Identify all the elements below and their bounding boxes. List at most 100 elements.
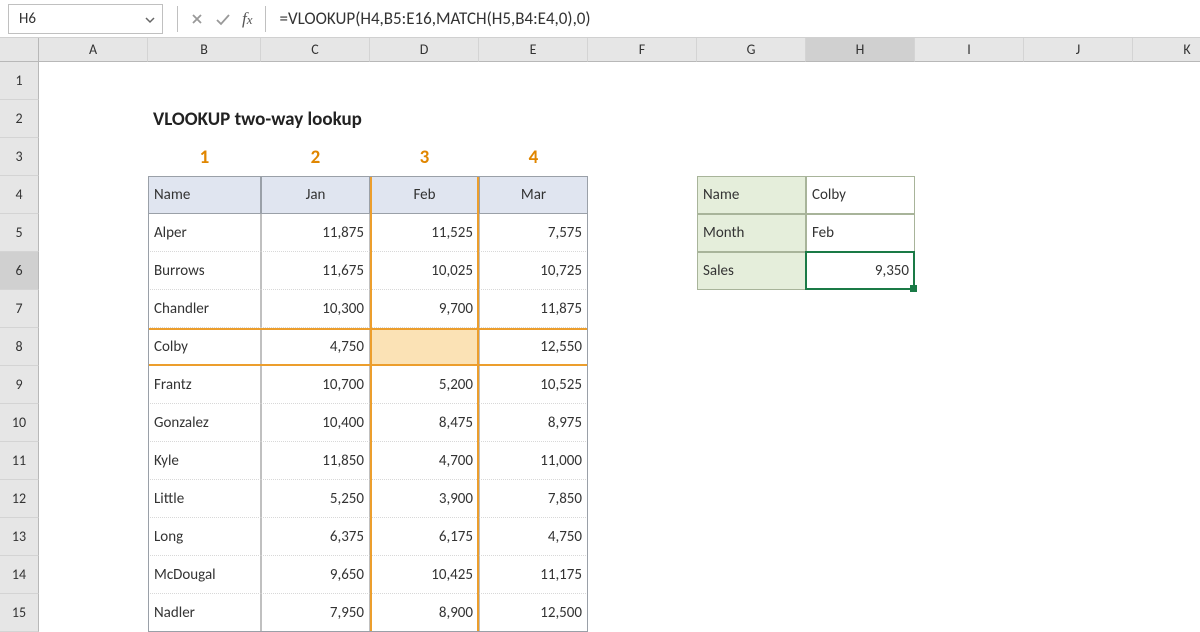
lookup-label[interactable]: Name bbox=[697, 176, 806, 214]
table-header[interactable]: Jan bbox=[261, 176, 370, 214]
enter-icon[interactable] bbox=[210, 6, 236, 32]
column-header[interactable]: G bbox=[697, 38, 806, 62]
data-cell[interactable]: 6,175 bbox=[370, 518, 479, 556]
table-header[interactable]: Name bbox=[148, 176, 261, 214]
lookup-label[interactable]: Month bbox=[697, 214, 806, 252]
column-header[interactable]: F bbox=[588, 38, 697, 62]
name-cell[interactable]: Long bbox=[148, 518, 261, 556]
name-cell[interactable]: Burrows bbox=[148, 252, 261, 290]
data-cell[interactable]: 5,250 bbox=[261, 480, 370, 518]
formula-input[interactable]: =VLOOKUP(H4,B5:E16,MATCH(H5,B4:E4,0),0) bbox=[272, 8, 1200, 29]
row-header[interactable]: 8 bbox=[0, 328, 39, 366]
formula-bar: H6 fx =VLOOKUP(H4,B5:E16,MATCH(H5,B4:E4,… bbox=[0, 0, 1200, 38]
data-cell[interactable]: 12,550 bbox=[479, 328, 588, 366]
divider bbox=[177, 6, 178, 32]
page-title[interactable]: VLOOKUP two-way lookup bbox=[148, 100, 548, 138]
column-header[interactable]: C bbox=[261, 38, 370, 62]
data-cell[interactable]: 8,975 bbox=[479, 404, 588, 442]
data-cell[interactable]: 5,200 bbox=[370, 366, 479, 404]
row-header[interactable]: 2 bbox=[0, 100, 39, 138]
row-header[interactable]: 9 bbox=[0, 366, 39, 404]
name-cell[interactable]: Chandler bbox=[148, 290, 261, 328]
lookup-label[interactable]: Sales bbox=[697, 252, 806, 290]
row-header[interactable]: 15 bbox=[0, 594, 39, 632]
data-cell[interactable]: 11,675 bbox=[261, 252, 370, 290]
row-header[interactable]: 7 bbox=[0, 290, 39, 328]
name-cell[interactable]: McDougal bbox=[148, 556, 261, 594]
data-cell[interactable]: 7,850 bbox=[479, 480, 588, 518]
name-cell[interactable]: Gonzalez bbox=[148, 404, 261, 442]
name-box-value: H6 bbox=[19, 10, 36, 28]
name-cell[interactable]: Kyle bbox=[148, 442, 261, 480]
divider bbox=[265, 6, 266, 32]
select-all-corner[interactable] bbox=[0, 38, 39, 62]
data-cell[interactable]: 11,875 bbox=[479, 290, 588, 328]
column-header[interactable]: D bbox=[370, 38, 479, 62]
data-cell[interactable]: 4,700 bbox=[370, 442, 479, 480]
data-cell[interactable]: 10,725 bbox=[479, 252, 588, 290]
column-header[interactable]: J bbox=[1024, 38, 1133, 62]
data-cell[interactable]: 10,300 bbox=[261, 290, 370, 328]
fill-handle[interactable] bbox=[910, 285, 917, 292]
data-cell[interactable]: 7,575 bbox=[479, 214, 588, 252]
name-cell[interactable]: Alper bbox=[148, 214, 261, 252]
name-box[interactable]: H6 bbox=[8, 4, 163, 34]
name-cell[interactable]: Frantz bbox=[148, 366, 261, 404]
column-header[interactable]: I bbox=[915, 38, 1024, 62]
column-annotation[interactable]: 2 bbox=[261, 138, 370, 176]
column-header[interactable]: H bbox=[806, 38, 915, 62]
data-cell[interactable]: 10,025 bbox=[370, 252, 479, 290]
row-header[interactable]: 10 bbox=[0, 404, 39, 442]
data-cell[interactable]: 7,950 bbox=[261, 594, 370, 632]
row-header[interactable]: 12 bbox=[0, 480, 39, 518]
row-header[interactable]: 1 bbox=[0, 62, 39, 100]
data-cell[interactable]: 11,525 bbox=[370, 214, 479, 252]
column-annotation[interactable]: 4 bbox=[479, 138, 588, 176]
column-header[interactable]: A bbox=[39, 38, 148, 62]
row-header[interactable]: 5 bbox=[0, 214, 39, 252]
data-cell[interactable]: 8,475 bbox=[370, 404, 479, 442]
data-cell[interactable]: 11,175 bbox=[479, 556, 588, 594]
data-cell[interactable]: 9,700 bbox=[370, 290, 479, 328]
data-cell[interactable]: 4,750 bbox=[479, 518, 588, 556]
row-header[interactable]: 4 bbox=[0, 176, 39, 214]
column-annotation[interactable]: 3 bbox=[370, 138, 479, 176]
data-cell[interactable]: 10,700 bbox=[261, 366, 370, 404]
chevron-down-icon[interactable] bbox=[144, 13, 156, 31]
row-header[interactable]: 13 bbox=[0, 518, 39, 556]
row-header[interactable]: 14 bbox=[0, 556, 39, 594]
lookup-value[interactable]: Feb bbox=[806, 214, 915, 252]
name-cell[interactable]: Colby bbox=[148, 328, 261, 366]
cancel-icon[interactable] bbox=[184, 6, 210, 32]
column-header[interactable]: E bbox=[479, 38, 588, 62]
column-header[interactable]: B bbox=[148, 38, 261, 62]
fx-icon[interactable]: fx bbox=[242, 9, 253, 29]
data-cell[interactable]: 9,650 bbox=[261, 556, 370, 594]
name-cell[interactable]: Little bbox=[148, 480, 261, 518]
data-cell[interactable]: 10,525 bbox=[479, 366, 588, 404]
active-cell-outline bbox=[805, 251, 915, 290]
row-header[interactable]: 11 bbox=[0, 442, 39, 480]
data-cell[interactable]: 11,875 bbox=[261, 214, 370, 252]
row-header[interactable]: 3 bbox=[0, 138, 39, 176]
row-header[interactable]: 6 bbox=[0, 252, 39, 290]
column-headers: ABCDEFGHIJK bbox=[39, 38, 1200, 62]
data-cell[interactable]: 12,500 bbox=[479, 594, 588, 632]
name-cell[interactable]: Nadler bbox=[148, 594, 261, 632]
data-cell[interactable]: 4,750 bbox=[261, 328, 370, 366]
excel-window: H6 fx =VLOOKUP(H4,B5:E16,MATCH(H5,B4:E4,… bbox=[0, 0, 1200, 630]
data-cell[interactable]: 6,375 bbox=[261, 518, 370, 556]
data-cell[interactable]: 8,900 bbox=[370, 594, 479, 632]
table-header[interactable]: Mar bbox=[479, 176, 588, 214]
table-header[interactable]: Feb bbox=[370, 176, 479, 214]
data-cell[interactable]: 10,400 bbox=[261, 404, 370, 442]
data-cell[interactable]: 11,000 bbox=[479, 442, 588, 480]
data-cell[interactable]: 9,350 bbox=[370, 328, 479, 366]
lookup-value[interactable]: Colby bbox=[806, 176, 915, 214]
data-cell[interactable]: 3,900 bbox=[370, 480, 479, 518]
data-cell[interactable]: 11,850 bbox=[261, 442, 370, 480]
row-headers: 123456789101112131415 bbox=[0, 62, 39, 632]
column-header[interactable]: K bbox=[1133, 38, 1200, 62]
column-annotation[interactable]: 1 bbox=[148, 138, 261, 176]
data-cell[interactable]: 10,425 bbox=[370, 556, 479, 594]
